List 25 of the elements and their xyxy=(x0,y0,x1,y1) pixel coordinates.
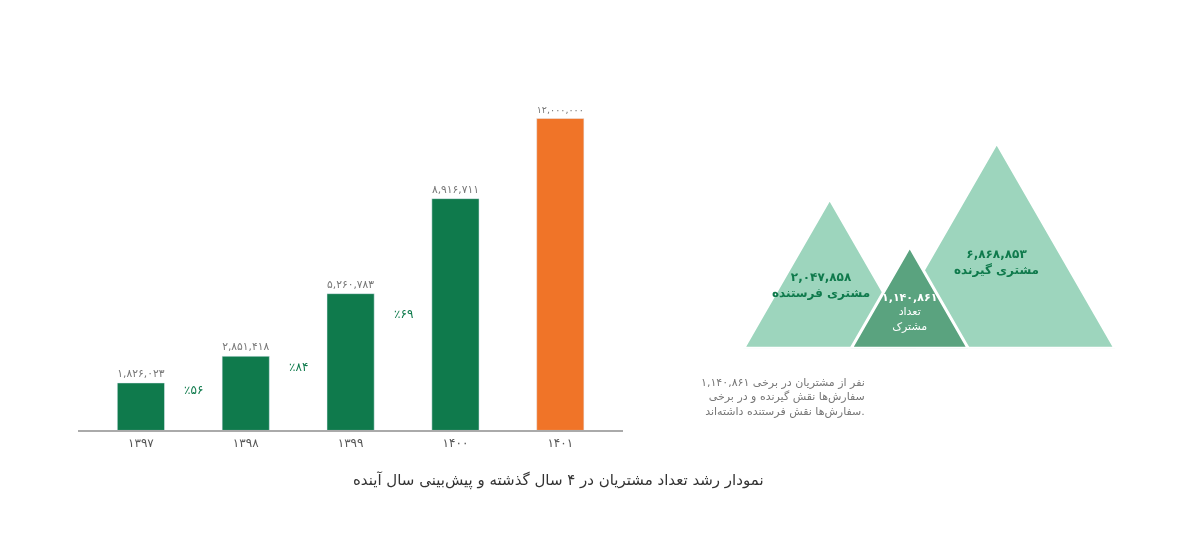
bar xyxy=(536,118,585,431)
x-tick-label: ۱۴۰۱ xyxy=(547,435,574,450)
data-label: ۱,۱۴۰,۸۶۱ xyxy=(882,291,938,304)
x-tick-label: ۱۳۹۷ xyxy=(128,435,155,450)
data-label: ۲,۰۴۷,۸۵۸ xyxy=(790,270,852,284)
annotation: ٪۶۹ xyxy=(394,307,414,321)
x-tick-label: ۱۴۰۰ xyxy=(442,435,469,450)
data-label: ۲,۸۵۱,۴۱۸ xyxy=(222,340,270,354)
bar xyxy=(431,198,480,431)
annotation: ٪۵۶ xyxy=(184,383,204,397)
x-tick-label: ۱۳۹۹ xyxy=(337,435,364,450)
text: ۱,۱۴۰,۸۶۱ نفر از مشتریان در برخی سفارش‌ها نقش گیرنده و در برخی سفارش‌ها نقش فرستنده داشته‌اند. xyxy=(701,376,865,418)
data-label: ۸,۹۱۶,۷۱۱ xyxy=(431,182,480,196)
bar xyxy=(221,356,270,431)
x-tick-label: ۱۳۹۸ xyxy=(232,435,260,450)
data-label: ۶,۸۶۸,۸۵۳ xyxy=(966,247,1028,261)
annotation: ٪۸۴ xyxy=(289,360,309,374)
category-label: مشتری گیرنده xyxy=(954,262,1040,277)
category-label: تعداد مشترک xyxy=(892,305,928,333)
data-label: ۵,۲۶۰,۷۸۳ xyxy=(327,277,375,291)
data-label: ۱۲,۰۰۰,۰۰۰ xyxy=(536,103,584,115)
text: نمودار رشد تعداد مشتریان در ۴ سال گذشته و پیش‌بینی سال آینده xyxy=(353,471,764,490)
bar xyxy=(326,293,375,431)
bar xyxy=(117,382,165,431)
data-label: ۱,۸۲۶,۰۲۳ xyxy=(117,367,165,381)
